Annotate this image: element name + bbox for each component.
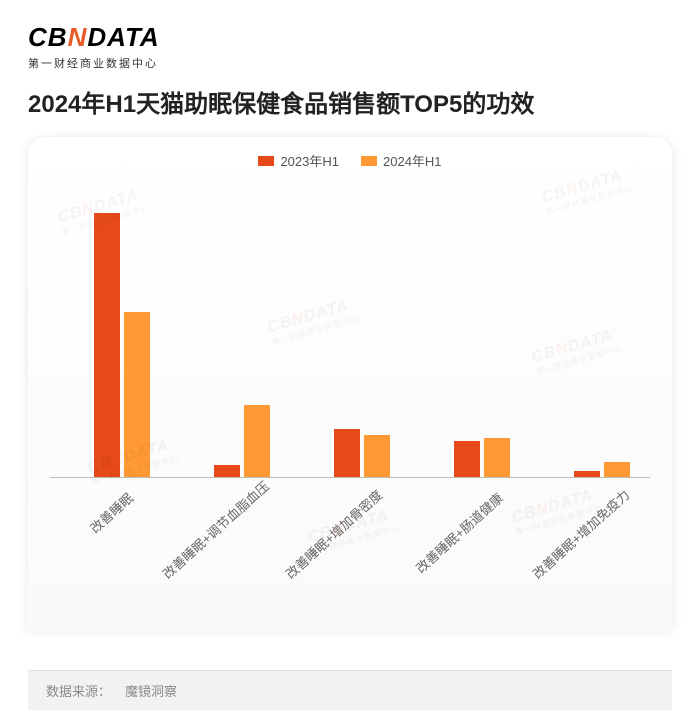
bar-2023 <box>94 213 120 477</box>
bar-group <box>214 405 270 477</box>
bar-2024 <box>604 462 630 477</box>
plot-wrap: 改善睡眠 改善睡眠+调节血脂血压 改善睡眠+增加骨密度 改善睡眠+肠道健康 改善… <box>42 178 658 618</box>
x-label: 改善睡眠+调节血脂血压 <box>158 488 260 582</box>
bar-group <box>574 462 630 477</box>
chart-card: 2023年H1 2024年H1 <box>28 137 672 632</box>
legend-item-2024: 2024年H1 <box>361 151 442 170</box>
source-label: 数据来源： <box>46 681 111 700</box>
legend-label-2023: 2023年H1 <box>280 151 339 170</box>
legend: 2023年H1 2024年H1 <box>42 151 658 170</box>
logo-suffix: DATA <box>87 22 159 52</box>
bar-2023 <box>574 471 600 477</box>
source-bar: 数据来源： 魔镜洞察 <box>28 670 672 710</box>
legend-label-2024: 2024年H1 <box>383 151 442 170</box>
x-label: 改善睡眠+增加骨密度 <box>281 488 383 582</box>
logo-prefix: CB <box>28 22 68 52</box>
x-label: 改善睡眠+肠道健康 <box>404 488 506 582</box>
x-label: 改善睡眠 <box>35 488 137 582</box>
bar-group <box>454 438 510 477</box>
plot-area <box>50 178 650 478</box>
logo-block: CBNDATA 第一财经商业数据中心 <box>28 22 672 71</box>
bar-2023 <box>334 429 360 477</box>
source-value: 魔镜洞察 <box>125 681 177 700</box>
legend-item-2023: 2023年H1 <box>258 151 339 170</box>
bar-2023 <box>214 465 240 477</box>
bar-2023 <box>454 441 480 477</box>
legend-swatch-2024 <box>361 156 377 166</box>
bar-2024 <box>124 312 150 477</box>
page: CBNDATA 第一财经商业数据中心 2024年H1天猫助眠保健食品销售额TOP… <box>0 0 700 710</box>
logo-subtitle: 第一财经商业数据中心 <box>28 55 672 71</box>
bar-group <box>334 429 390 477</box>
bar-2024 <box>484 438 510 477</box>
logo-main: CBNDATA <box>28 22 672 53</box>
bar-2024 <box>244 405 270 477</box>
logo-accent: N <box>68 22 88 52</box>
x-label: 改善睡眠+增加免疫力 <box>528 488 630 582</box>
legend-swatch-2023 <box>258 156 274 166</box>
bar-group <box>94 213 150 477</box>
bar-2024 <box>364 435 390 477</box>
chart-title: 2024年H1天猫助眠保健食品销售额TOP5的功效 <box>28 89 672 121</box>
